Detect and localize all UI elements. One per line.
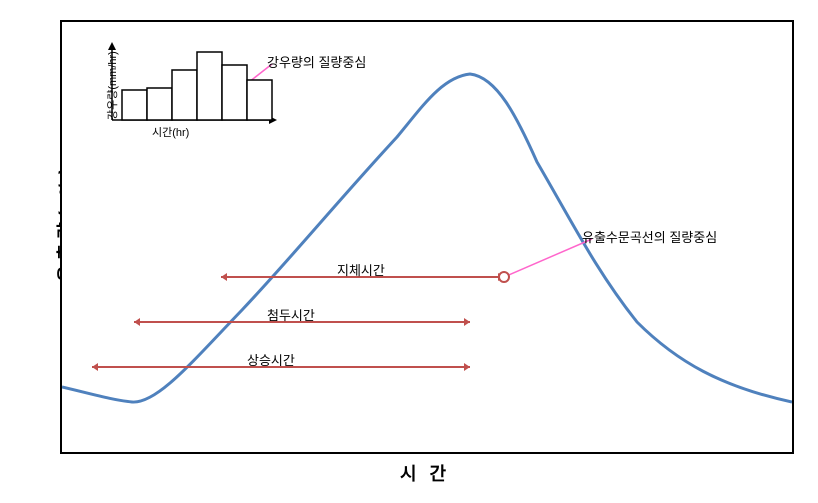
plot-area: 지체시간 첨두시간 상승시간 강우량의 질량중심 유출수문곡선의 질량중심 강우… — [60, 20, 794, 454]
inset-x-label: 시간(hr) — [152, 124, 189, 140]
rainfall-centroid-label: 강우량의 질량중심 — [267, 52, 366, 71]
hydrograph-centroid-label: 유출수문곡선의 질량중심 — [582, 227, 717, 246]
inset-hyetograph — [108, 42, 277, 124]
peak-time-label: 첨두시간 — [267, 305, 315, 324]
centroid-markers — [216, 99, 509, 282]
annotation-pointers — [221, 64, 592, 277]
inset-y-label: 강우량(mm/hr) — [104, 51, 120, 120]
lag-time-label: 지체시간 — [337, 260, 385, 279]
hydrograph-figure: 유 출 량 (m³/s) 시 간 지체시간 첨두시간 상승시간 강우량의 질량중… — [0, 0, 818, 503]
rising-time-label: 상승시간 — [247, 350, 295, 369]
x-axis-label: 시 간 — [60, 460, 790, 486]
